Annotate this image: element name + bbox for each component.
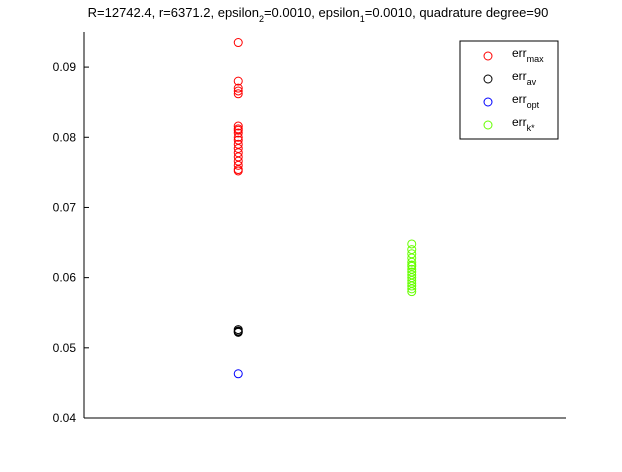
data-point-max: [233, 160, 243, 170]
data-point-max: [233, 76, 243, 86]
title-part-2: =0.0010, epsilon: [264, 5, 360, 20]
data-point-kstar: [407, 284, 417, 294]
legend-marker: [483, 51, 493, 61]
legend-marker: [483, 97, 493, 107]
y-tick-label: 0.07: [53, 200, 77, 214]
title-part-1: 2: [259, 14, 264, 24]
legend-marker: [483, 120, 493, 130]
data-point-kstar: [407, 257, 417, 267]
legend-marker: [483, 74, 493, 84]
axes: 0.04 0.05 0.06 0.07 0.08 0.09: [53, 32, 566, 425]
data-point-kstar: [407, 239, 417, 249]
y-tick-label: 0.05: [53, 341, 77, 355]
data-point-opt: [233, 369, 243, 379]
data-point-max: [233, 38, 243, 48]
legend-box: [459, 40, 559, 140]
data-point-kstar: [407, 281, 417, 291]
chart-title: R=12742.4, r=6371.2, epsilon2=0.0010, ep…: [88, 5, 549, 24]
data-point-av: [233, 327, 243, 337]
y-tick-label: 0.09: [53, 60, 77, 74]
legend-entry-label: errmax: [512, 46, 544, 64]
title-part-3: 1: [360, 14, 365, 24]
data-point-max: [233, 125, 243, 135]
legend: errmax errav erropt errk*: [459, 40, 559, 140]
data-point-max: [233, 121, 243, 131]
title-part-4: =0.0010, quadrature degree=90: [365, 5, 549, 20]
y-tick-label: 0.04: [53, 411, 77, 425]
data-points: [233, 38, 417, 379]
data-point-max: [233, 83, 243, 93]
y-tick-label: 0.06: [53, 271, 77, 285]
data-point-max: [233, 86, 243, 96]
legend-entry-label: erropt: [512, 92, 540, 110]
data-point-max: [233, 132, 243, 142]
legend-entry-label: errav: [512, 69, 537, 87]
data-point-max: [233, 128, 243, 138]
data-point-max: [233, 166, 243, 176]
data-point-kstar: [407, 287, 417, 297]
y-tick-label: 0.08: [53, 130, 77, 144]
data-point-kstar: [407, 260, 417, 270]
legend-entry-label: errk*: [512, 115, 535, 133]
data-point-max: [233, 89, 243, 99]
title-part-0: R=12742.4, r=6371.2, epsilon: [88, 5, 259, 20]
